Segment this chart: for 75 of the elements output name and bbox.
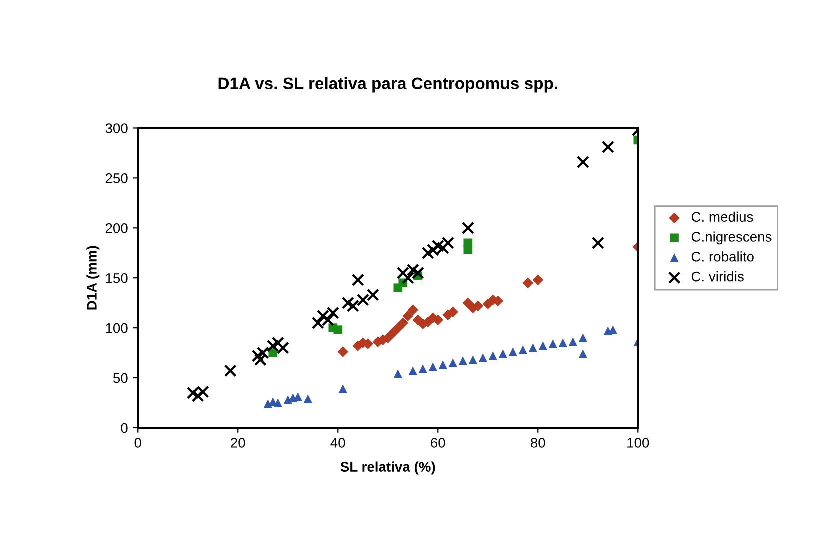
point [334,326,343,334]
point [462,298,474,308]
point [418,364,428,374]
point [338,384,348,394]
x-tick-label: 80 [531,438,546,448]
point [568,338,578,346]
point [352,274,364,286]
point [422,246,434,260]
y-tick-label: 300 [106,124,128,134]
point [458,356,468,366]
point [578,350,588,358]
point [464,246,473,255]
point [508,348,518,356]
x-tick-label: 20 [231,438,246,448]
point [578,334,588,342]
point [224,364,237,378]
point [592,236,604,250]
point [274,398,283,408]
point [408,304,419,316]
point [528,344,538,352]
point [402,310,414,322]
point [576,156,590,168]
point [346,300,360,312]
x-tick-label: 60 [431,438,446,448]
point [498,350,508,358]
point [532,274,544,286]
point [284,396,293,404]
point [468,356,478,364]
point [408,366,418,376]
legend-label: C. robalito [692,252,754,262]
point [338,346,349,358]
point [548,340,558,348]
point [394,370,403,378]
y-tick-label: 250 [106,174,128,184]
point [522,278,534,288]
chart-title: D1A vs. SL relativa para Centropomus spp. [218,77,558,93]
point [448,306,459,318]
point [304,394,313,404]
point [342,296,354,310]
point [256,346,270,360]
point [412,266,424,280]
x-tick-label: 100 [628,438,650,448]
legend-label: C.nigrescens [692,232,772,245]
point [558,338,568,348]
legend-label: C. viridis [692,272,744,282]
y-tick-label: 100 [106,323,128,334]
x-tick-label: 40 [330,438,346,448]
legend-label: C. medius [692,212,754,222]
y-tick-label: 50 [114,373,128,384]
x-axis-title: SL relativa (%) [340,462,436,475]
point [272,336,284,350]
y-tick-label: 150 [106,273,128,284]
point [448,358,458,368]
y-tick-label: 0 [121,423,128,434]
point [438,360,448,370]
point [366,288,380,302]
point [356,294,370,306]
y-axis-title: D1A (mm) [86,246,100,310]
point [392,322,404,334]
point [264,400,273,408]
point [388,328,399,338]
point [602,140,614,154]
point [398,318,409,328]
point [402,272,414,284]
point [252,350,264,362]
point [192,390,204,402]
y-tick-label: 200 [106,223,128,234]
point [254,354,267,366]
x-tick-label: 0 [134,438,142,448]
point [538,342,548,350]
point [478,354,488,362]
point [428,362,438,372]
point [462,222,474,234]
point [488,352,498,360]
point [518,346,528,354]
